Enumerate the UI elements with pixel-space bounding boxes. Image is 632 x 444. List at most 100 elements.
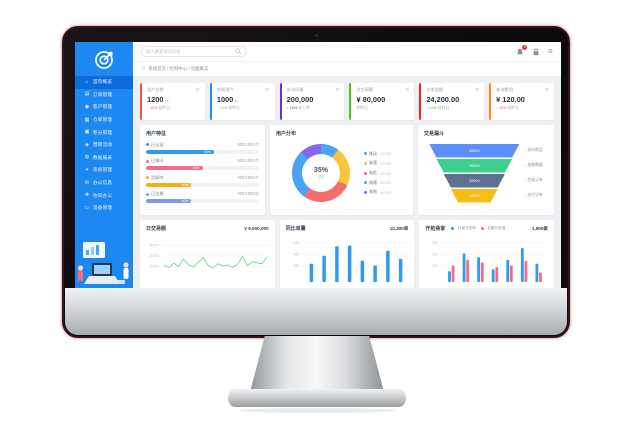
progress-fill: 40% [146, 182, 192, 187]
stat-cards-row: 用户总数 ⚙ 1200 元 ↑ 10% 较昨日 交易用户 ⚙ 1000 元 ↑ 10% 较昨日… [140, 83, 554, 120]
legend-label: 网通 [368, 179, 377, 185]
top-bar: 5 ⚙ [133, 42, 561, 62]
stat-card[interactable]: 用户总数 ⚙ 1200 元 ↑ 10% 较昨日 [140, 83, 205, 120]
stat-card-label: 总收益额 [426, 87, 444, 92]
progress-fill: 40% [146, 199, 192, 204]
svg-text:600: 600 [433, 252, 439, 256]
sidebar-item-warehouse[interactable]: ▦ 仓库管理 [75, 114, 133, 127]
search-box[interactable] [141, 46, 247, 57]
card-settings-icon[interactable]: ⚙ [335, 86, 340, 92]
progress-fill: 60% [146, 149, 214, 154]
trait-value: 400/1000次 [237, 191, 259, 197]
legend-item: 电信 10000 [363, 170, 391, 176]
sidebar-menu: ⌂ 首页概览 ▤ 订单管理 ◉ 客户管理 ▦ 仓库管理 ▣ 积分管理 ◈ 营销活动 ◍ 数据报表 ✦ 系统管理… [75, 76, 133, 215]
progress-track: 40% [146, 199, 259, 204]
daily-turnover-panel: 日交易额 ¥ 9,500,000 30000 20000 10000 [140, 220, 275, 290]
stat-card-trend: ↑ 10% 较昨日 [496, 106, 520, 110]
stat-card-label: 总访问量 [286, 87, 304, 92]
stat-card[interactable]: 总收益额 ⚙ 24,200.00 ↓ 22% 较昨日 [419, 83, 485, 120]
sidebar-item-home[interactable]: ⌂ 首页概览 [75, 76, 133, 89]
distribution-panel: 用户分布 35% 占比 移动 10000 联通 10000 电信 10000 网通 10000… [270, 125, 413, 215]
funnel-segment: 20000 [443, 174, 505, 188]
card-settings-icon[interactable]: ⚙ [544, 86, 549, 92]
app-logo[interactable] [75, 42, 133, 72]
legend-dot-icon [363, 152, 367, 156]
panel-title: 用户特征 [146, 131, 167, 137]
stat-card-value: 1200 元 [147, 94, 169, 104]
sidebar-item-orders[interactable]: ▤ 订单管理 [75, 89, 133, 102]
sidebar-item-marketing[interactable]: ◈ 营销活动 [75, 139, 133, 152]
sidebar: ⌂ 首页概览 ▤ 订单管理 ◉ 客户管理 ▦ 仓库管理 ▣ 积分管理 ◈ 营销活动 ◍ 数据报表 ✦ 系统管理… [75, 42, 133, 290]
funnel-chart: 20000 20000 20000 14000 [429, 144, 520, 203]
panel-title: 开拓商家 [425, 226, 446, 232]
stat-card-value: ¥ 120.00 [496, 94, 525, 104]
legend-dot-icon [146, 143, 149, 147]
legend-item: 自营开发商 [480, 226, 505, 231]
legend-dot-icon [146, 192, 149, 196]
sidebar-illustration [77, 242, 129, 284]
funnel-labels: – 访问商品 – 加购数量 – 生成订单 – 支付订单 [524, 144, 542, 203]
sidebar-item-points[interactable]: ▣ 积分管理 [75, 126, 133, 139]
svg-text:300: 300 [293, 264, 299, 268]
panel-title: 同比单量 [285, 226, 306, 232]
stat-card[interactable]: 总访问量 ⚙ 200,000 ↑ 15% 较上周 [279, 83, 345, 120]
dashboard-screen: ⌂ 首页概览 ▤ 订单管理 ◉ 客户管理 ▦ 仓库管理 ▣ 积分管理 ◈ 营销活动 ◍ 数据报表 ✦ 系统管理… [75, 42, 561, 290]
legend-value: 10000 [379, 151, 392, 157]
search-input[interactable] [146, 49, 233, 54]
sidebar-item-label: 营销活动 [93, 142, 113, 148]
lock-button[interactable] [532, 48, 540, 56]
legend-value: 10000 [379, 160, 392, 166]
stat-card[interactable]: 交易用户 ⚙ 1000 元 ↑ 10% 较昨日 [209, 83, 275, 120]
svg-text:20000: 20000 [150, 254, 160, 258]
stat-card-unit: 元 [233, 97, 239, 103]
grouped-bar-chart: 900 600 300 [433, 241, 549, 282]
card-settings-icon[interactable]: ⚙ [405, 86, 410, 92]
monitor-stand-neck [250, 336, 384, 392]
card-settings-icon[interactable]: ⚙ [475, 86, 480, 92]
legend-dot-icon [451, 227, 455, 230]
stat-card-label: 总交易额 [356, 87, 374, 92]
orders-icon: ▤ [84, 91, 90, 98]
sidebar-item-reports[interactable]: ◍ 数据报表 [75, 152, 133, 165]
stat-card-label: 交易用户 [216, 87, 234, 92]
donut-center-value: 35% [313, 166, 328, 174]
card-settings-icon[interactable]: ⚙ [265, 86, 270, 92]
funnel-label: – 访问商品 [524, 148, 543, 153]
breadcrumb-path[interactable]: 系统首页 / 控制中心 / 页面概览 [148, 66, 209, 71]
settings-button[interactable]: ⚙ [547, 48, 553, 55]
settings-icon: ✦ [84, 166, 90, 173]
progress-track: 40% [146, 182, 259, 187]
funnel-segment: 20000 [436, 159, 513, 173]
stat-card[interactable]: 查询费用 ⚙ ¥ 120.00 ↑ 10% 较昨日 [489, 83, 554, 120]
bar-chart: 900 600 300 [293, 241, 409, 282]
legend-dot-icon [363, 181, 367, 185]
legend-item: 移动 10000 [363, 151, 392, 157]
trait-value: 600/1000个 [237, 141, 259, 147]
sidebar-item-label: 订单管理 [93, 91, 113, 97]
sidebar-item-settings[interactable]: ✦ 系统管理 [75, 164, 133, 177]
sidebar-item-devices[interactable]: ▭ 设备管理 [75, 202, 133, 215]
orders-panel: 同比单量 10,300单 900 600 300 [279, 220, 415, 290]
collaboration-icon: ❖ [84, 192, 90, 199]
legend-value: 10000 [379, 189, 392, 195]
sidebar-item-collaboration[interactable]: ❖ 协同办公 [75, 189, 133, 202]
legend-dot-icon [146, 159, 149, 163]
breadcrumb-home-icon[interactable]: ⌂ [142, 65, 146, 72]
stat-card-value: 200,000 [286, 94, 314, 104]
card-settings-icon[interactable]: ⚙ [195, 86, 200, 92]
legend-dot-icon [363, 161, 367, 165]
stat-card[interactable]: 总交易额 ⚙ ¥ 80,000 较昨日 [349, 83, 415, 120]
svg-text:600: 600 [293, 252, 299, 256]
user-traits-panel: 用户特征 已认证 600/1000个 60% 已绑卡 500/1000个 50% 活跃中 40… [140, 125, 265, 215]
sidebar-item-label: 客户管理 [93, 104, 113, 110]
notifications-button[interactable]: 5 [516, 44, 528, 56]
legend-dot-icon [480, 227, 484, 230]
legend-item: 网通 10000 [363, 179, 391, 186]
donut-chart: 35% 占比 [291, 144, 350, 202]
svg-text:900: 900 [293, 241, 299, 245]
sidebar-item-label: 协同办公 [93, 192, 113, 198]
funnel-label: – 支付订单 [524, 193, 543, 198]
sidebar-item-office-info[interactable]: ✉ 办公信息 [75, 177, 133, 190]
sidebar-item-customers[interactable]: ◉ 客户管理 [75, 101, 133, 114]
funnel-panel: 交易漏斗 20000 20000 20000 14000 – 访问商品 – 加购数量 – … [418, 125, 554, 215]
